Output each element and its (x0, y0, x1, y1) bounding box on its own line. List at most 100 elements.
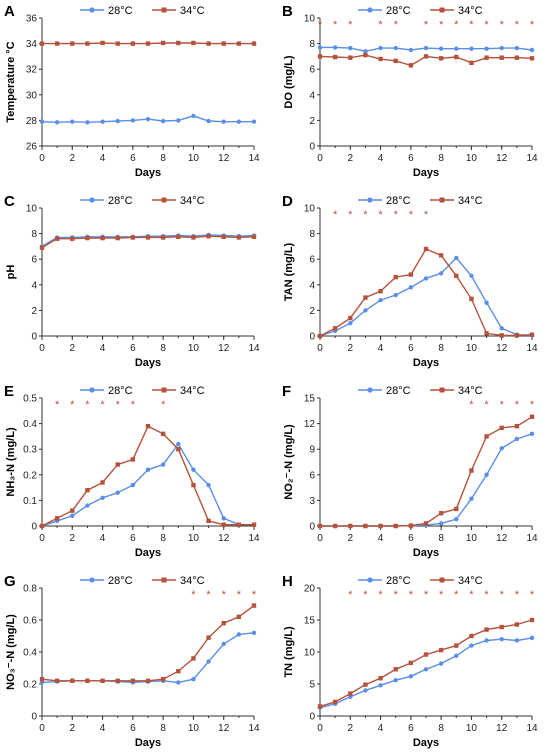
legend-marker (161, 387, 167, 393)
legend-label: 28°C (386, 195, 411, 207)
y-tick-label: 8 (309, 39, 315, 50)
data-point-34c (454, 506, 459, 512)
legend-marker (439, 7, 445, 13)
y-tick-label: 0.1 (23, 496, 37, 507)
data-point-34c (408, 523, 414, 528)
y-tick-label: 2 (31, 306, 37, 317)
significance-star: * (515, 19, 520, 31)
data-point-28c (499, 446, 504, 451)
y-tick-label: 0 (309, 712, 315, 723)
data-point-34c (191, 40, 196, 46)
y-tick-label: 34 (26, 39, 38, 50)
x-tick-label: 0 (39, 153, 45, 164)
data-point-34c (236, 614, 242, 619)
x-tick-label: 10 (466, 153, 478, 164)
significance-star: * (363, 589, 368, 601)
legend-label: 28°C (386, 575, 411, 587)
data-point-34c (469, 633, 474, 639)
x-tick-label: 0 (317, 153, 323, 164)
data-point-28c (393, 45, 398, 51)
data-point-34c (499, 55, 504, 60)
data-point-28c (236, 119, 242, 124)
significance-star: * (100, 399, 105, 411)
significance-star: * (469, 399, 474, 411)
data-point-34c (115, 41, 120, 46)
data-point-34c (423, 54, 429, 59)
data-point-34c (423, 521, 429, 526)
data-point-28c (454, 255, 459, 261)
legend-marker (89, 197, 95, 203)
x-tick-label: 12 (496, 533, 508, 544)
y-tick-label: 12 (304, 419, 316, 430)
y-tick-label: 0.2 (23, 470, 37, 481)
significance-star: * (333, 19, 338, 31)
data-point-34c (160, 431, 166, 437)
y-tick-label: 8 (31, 229, 37, 240)
y-tick-label: 2 (309, 116, 315, 127)
data-point-34c (363, 295, 368, 300)
data-point-28c (206, 659, 211, 664)
data-point-34c (529, 56, 535, 61)
y-axis-label: Temperature °C (5, 41, 17, 122)
data-point-28c (145, 116, 151, 122)
data-point-34c (484, 331, 489, 336)
x-tick-label: 10 (466, 723, 478, 734)
data-point-34c (70, 236, 75, 241)
data-point-34c (100, 235, 105, 241)
panel-H: H 0 5 10 15 20 0 2 4 6 8 10 12 14 Days TN (mg/L) 28°C 34°… (282, 573, 538, 749)
x-tick-label: 2 (70, 153, 76, 164)
data-point-28c (115, 490, 120, 495)
significance-star: * (409, 209, 414, 221)
legend-label: 28°C (386, 5, 411, 17)
x-axis-label: Days (413, 167, 439, 179)
data-point-34c (54, 516, 60, 521)
data-point-34c (438, 56, 444, 61)
x-tick-label: 4 (378, 343, 384, 354)
data-point-28c (529, 635, 535, 641)
legend-marker (89, 7, 95, 13)
significance-star: * (424, 209, 429, 221)
data-point-34c (85, 678, 90, 683)
data-point-28c (423, 276, 429, 281)
panel-letter: G (4, 573, 16, 590)
series-line-28c (41, 632, 255, 684)
x-axis-label: Days (413, 357, 439, 369)
y-tick-label: 0 (309, 142, 315, 153)
x-tick-label: 12 (218, 153, 230, 164)
data-point-34c (514, 55, 520, 60)
data-point-34c (115, 678, 120, 683)
x-tick-label: 4 (100, 153, 106, 164)
legend-label: 28°C (108, 385, 133, 397)
data-point-34c (332, 326, 338, 331)
data-point-34c (529, 414, 535, 419)
y-tick-label: 0.4 (23, 648, 37, 659)
data-point-28c (484, 300, 489, 305)
x-tick-label: 0 (317, 533, 323, 544)
data-point-34c (317, 523, 323, 529)
data-point-34c (70, 678, 75, 683)
x-tick-label: 2 (348, 533, 354, 544)
data-point-34c (145, 423, 151, 429)
data-point-34c (236, 235, 242, 240)
x-tick-label: 8 (160, 533, 166, 544)
data-point-34c (130, 457, 136, 462)
significance-star: * (363, 209, 368, 221)
y-tick-label: 20 (304, 584, 316, 595)
y-tick-label: 8 (309, 229, 315, 240)
y-tick-label: 0 (31, 332, 37, 343)
data-point-34c (145, 678, 151, 683)
y-tick-label: 26 (26, 142, 38, 153)
series-line-34c (320, 416, 533, 527)
legend-label: 28°C (108, 195, 133, 207)
y-tick-label: 4 (309, 90, 315, 101)
legend-marker (439, 577, 445, 583)
data-point-34c (236, 41, 242, 46)
y-tick-label: 32 (26, 65, 38, 76)
data-point-28c (408, 285, 414, 290)
data-point-28c (408, 47, 414, 53)
data-point-34c (160, 40, 166, 46)
data-point-34c (484, 434, 489, 439)
data-point-28c (529, 431, 535, 437)
x-tick-label: 6 (130, 533, 136, 544)
legend-label: 28°C (108, 5, 133, 17)
